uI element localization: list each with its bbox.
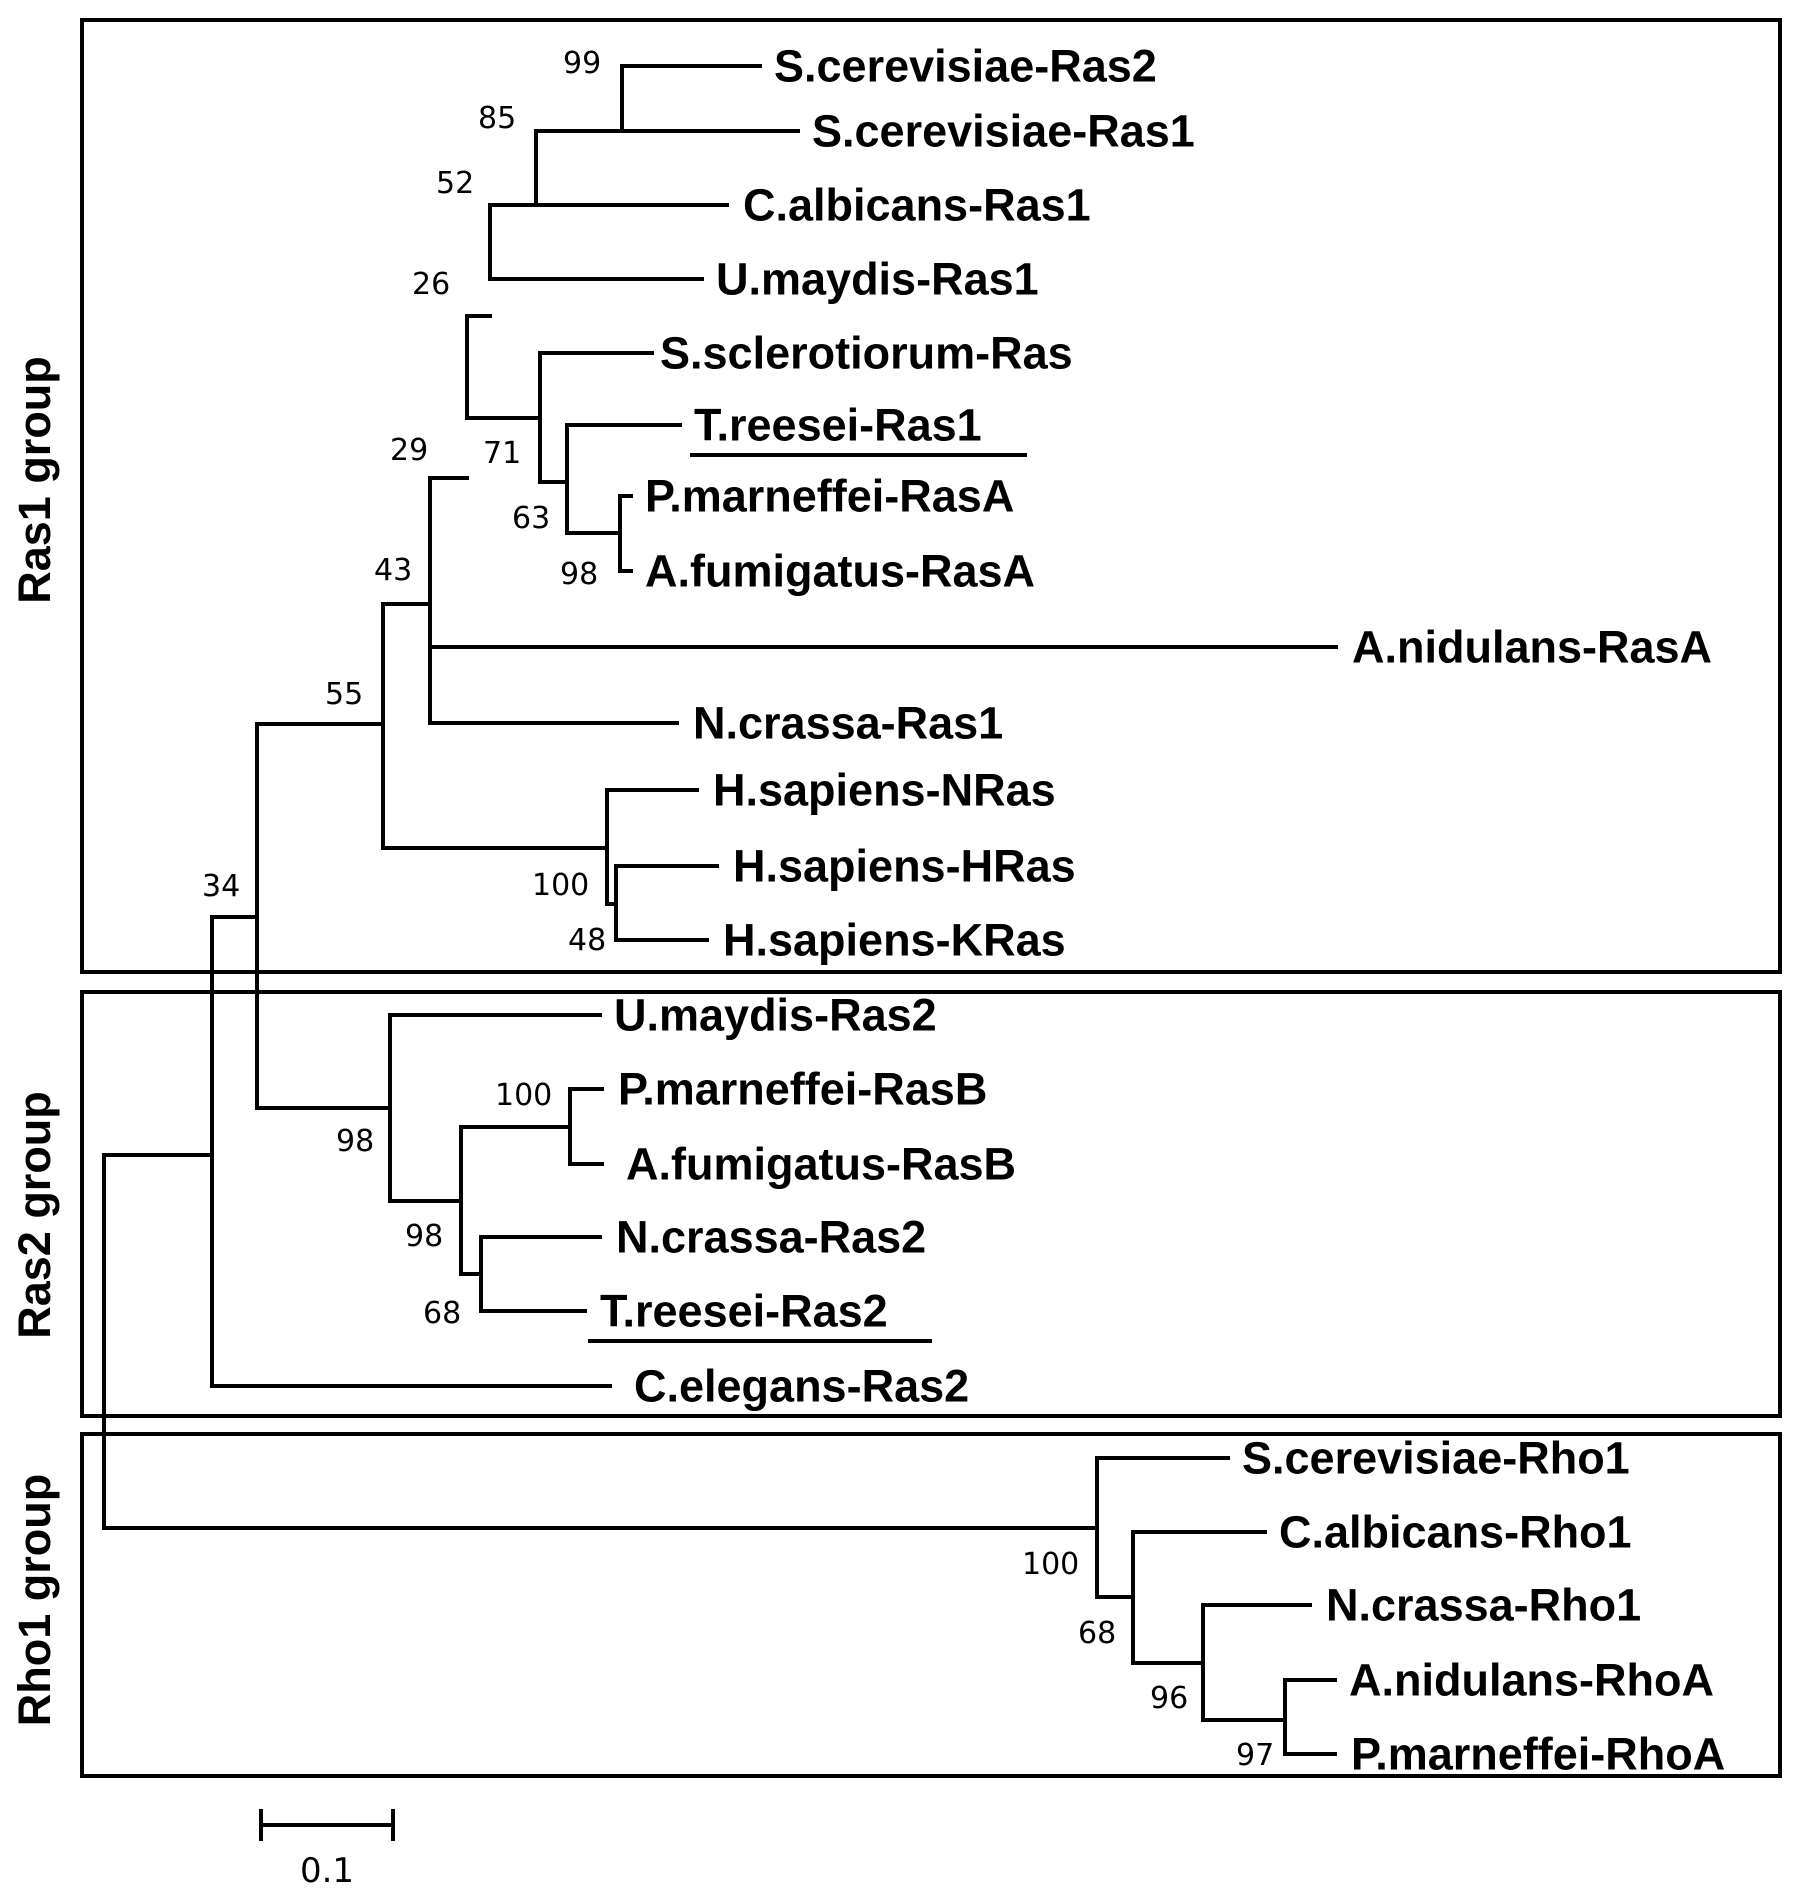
leaf-calbicans-ras1: C.albicans-Ras1 <box>743 180 1091 231</box>
leaf-celegans-ras2: C.elegans-Ras2 <box>634 1361 969 1412</box>
bootstrap-85: 85 <box>478 101 516 136</box>
leaf-anidulans-rasa: A.nidulans-RasA <box>1352 622 1712 673</box>
leaf-scerevisiae-ras2: S.cerevisiae-Ras2 <box>774 41 1157 92</box>
leaf-ncrassa-rho1: N.crassa-Rho1 <box>1326 1580 1641 1631</box>
leaf-calbicans-rho1: C.albicans-Rho1 <box>1279 1507 1632 1558</box>
leaf-pmarneffei-rasb: P.marneffei-RasB <box>618 1064 987 1115</box>
leaf-afumigatus-rasb: A.fumigatus-RasB <box>626 1139 1016 1190</box>
leaf-ssclerotiorum-ras: S.sclerotiorum-Ras <box>660 328 1073 379</box>
leaf-ncrassa-ras2: N.crassa-Ras2 <box>616 1212 926 1263</box>
bootstrap-48: 48 <box>568 923 606 958</box>
leaf-hsapiens-kras: H.sapiens-KRas <box>723 915 1066 966</box>
leaf-pmarneffei-rasa: P.marneffei-RasA <box>645 471 1014 522</box>
bootstrap-99: 99 <box>563 46 601 81</box>
leaf-anidulans-rhoa: A.nidulans-RhoA <box>1349 1655 1714 1706</box>
leaf-scerevisiae-rho1: S.cerevisiae-Rho1 <box>1242 1433 1630 1484</box>
bootstrap-100-rho: 100 <box>1022 1547 1079 1582</box>
ras1-group-box <box>80 18 1782 974</box>
leaf-afumigatus-rasa: A.fumigatus-RasA <box>645 546 1035 597</box>
bootstrap-97: 97 <box>1236 1738 1274 1773</box>
ras1-group-label: Ras1 group <box>9 356 60 604</box>
bootstrap-68-ras2: 68 <box>423 1296 461 1331</box>
bootstrap-68-rho: 68 <box>1078 1616 1116 1651</box>
bootstrap-43: 43 <box>374 553 412 588</box>
bootstrap-96: 96 <box>1150 1681 1188 1716</box>
leaf-scerevisiae-ras1: S.cerevisiae-Ras1 <box>812 106 1195 157</box>
leaf-hsapiens-nras: H.sapiens-NRas <box>713 765 1056 816</box>
scale-bar: 0.1 <box>259 1809 395 1891</box>
bootstrap-98-inner: 98 <box>405 1219 443 1254</box>
bootstrap-29: 29 <box>390 433 428 468</box>
bootstrap-34: 34 <box>202 869 240 904</box>
bootstrap-100-hsapiens: 100 <box>532 868 589 903</box>
bootstrap-26: 26 <box>412 267 450 302</box>
leaf-treesei-ras2: T.reesei-Ras2 <box>600 1286 888 1337</box>
rho1-group-label: Rho1 group <box>9 1474 60 1726</box>
ras2-group-label: Ras2 group <box>9 1091 60 1339</box>
bootstrap-52: 52 <box>436 166 474 201</box>
bootstrap-98-ras2: 98 <box>336 1124 374 1159</box>
leaf-umaydis-ras2: U.maydis-Ras2 <box>614 990 937 1041</box>
rho1-group-box <box>80 1432 1782 1778</box>
leaf-hsapiens-hras: H.sapiens-HRas <box>733 841 1076 892</box>
bootstrap-100-rasb: 100 <box>495 1078 552 1113</box>
leaf-ncrassa-ras1: N.crassa-Ras1 <box>693 698 1003 749</box>
bootstrap-71: 71 <box>483 436 521 471</box>
leaf-treesei-ras1: T.reesei-Ras1 <box>694 400 982 451</box>
ras2-group-box <box>80 990 1782 1418</box>
leaf-umaydis-ras1: U.maydis-Ras1 <box>716 254 1039 305</box>
bootstrap-98-rasa: 98 <box>560 557 598 592</box>
scale-bar-label: 0.1 <box>300 1851 354 1891</box>
leaf-pmarneffei-rhoa: P.marneffei-RhoA <box>1351 1729 1725 1780</box>
bootstrap-63: 63 <box>512 501 550 536</box>
bootstrap-55: 55 <box>325 677 363 712</box>
